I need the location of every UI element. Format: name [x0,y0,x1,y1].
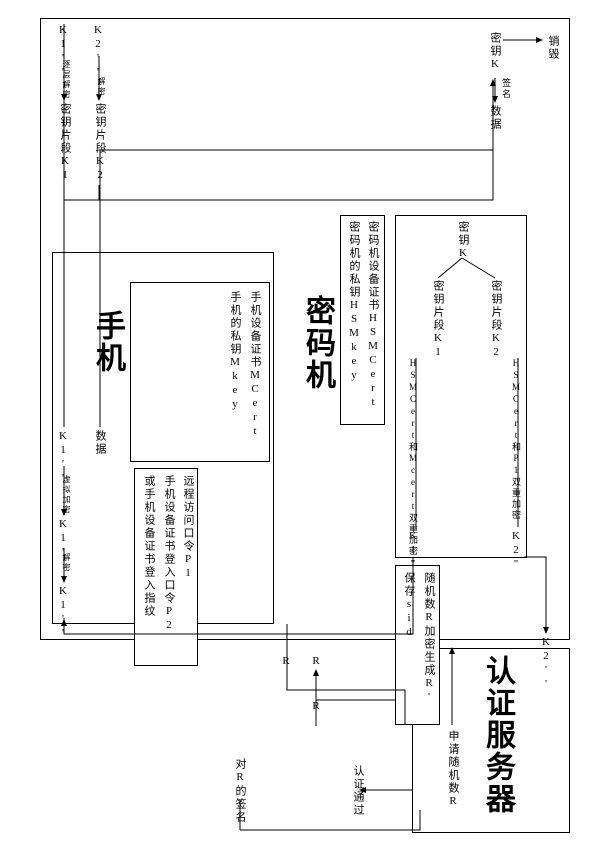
hsm-keys-l1: 密码机设备证书HSMCert [365,221,381,410]
top-k2: 密钥片段K2 [92,103,108,183]
mid-sign-r: 对R的签名 [232,758,248,824]
mid-req: 申请随机数R [445,730,461,809]
top-k1: 密钥片段K1 [57,103,73,183]
phone-cert-l1: 手机设备证书MCert [247,291,263,439]
hsm-split-title: 密钥K [455,221,471,261]
phone-title: 手机 [85,310,129,374]
hsm-split-k2enc: HSMCert和P1双重加密 [510,358,523,521]
phone-remote-l2: 手机设备证书登入口令P2 [161,475,177,633]
pf-note1: 虚拟加密 [61,475,72,515]
hsm-split-k1enc: HSMCert和Mcert双重加密 [407,358,420,557]
pf-data: 数据 [92,430,108,456]
mid-Rp-right: R' [310,700,322,728]
hsm-keys-l2: 密码机的私钥HSMkey [346,221,362,383]
pf-note2: 解密 [61,553,72,573]
hsm-split-k2out: K2" [510,530,522,572]
top-keyk: 密钥K [487,32,503,72]
pf-k1: K1'' [57,585,69,641]
hsm-split-k1: 密钥片段K1 [430,280,446,360]
top-k2pp: K2'' [92,24,104,80]
top-sign: 签名 [500,78,513,100]
hsm-split-k2: 密钥片段K2 [488,280,504,360]
phone-remote-l1: 远程访问口令P1 [180,475,196,581]
hsm-rand-l2: 保存sid [401,572,417,640]
phone-remote-l3: 或手机设备证书登入指纹 [141,475,157,618]
mid-k2pp: K2'' [540,636,552,692]
top-data: 数据 [487,105,503,131]
hsm-title: 密码机 [295,295,339,391]
mid-R-left: R [280,655,292,669]
top-destroy: 销毁 [545,35,561,61]
mid-pass: 认证通过 [350,765,366,817]
hsm-rand-l1: 随机数R加密生成R' [421,572,437,705]
mid-Rp-left: R' [310,655,322,683]
auth-title: 认证服务器 [475,655,519,815]
phone-cert-l2: 手机的私钥Mkey [227,291,243,412]
top-k1pp-note: 逐层解密 [61,60,72,100]
top-k2pp-note: 解密 [96,77,107,97]
